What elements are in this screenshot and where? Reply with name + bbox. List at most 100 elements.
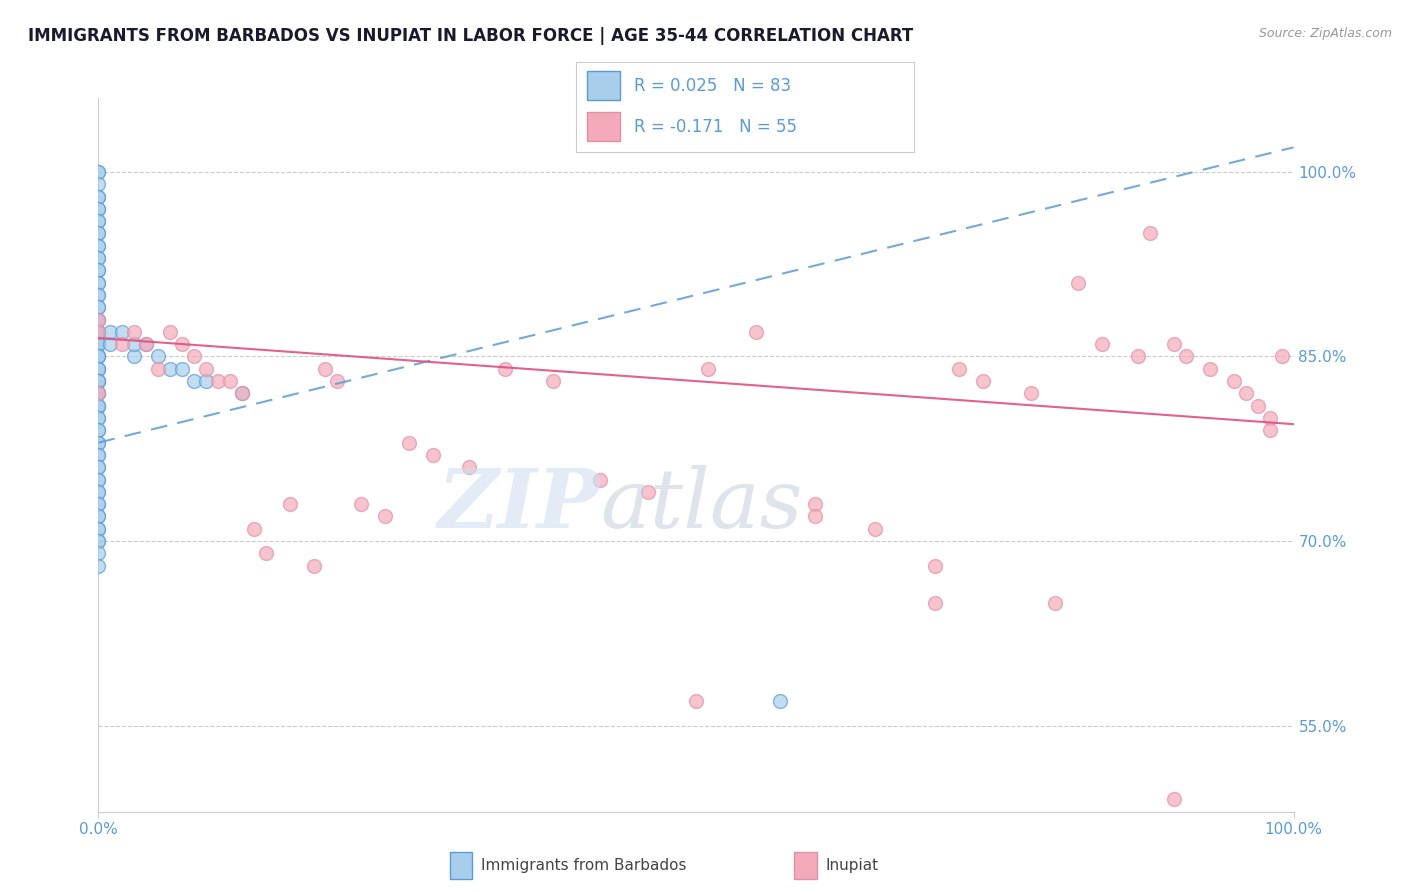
Point: [243, 522, 266, 536]
Point: [697, 361, 720, 376]
Point: [87, 374, 110, 388]
Point: [87, 374, 110, 388]
Point: [87, 288, 110, 302]
Point: [98, 325, 122, 339]
Point: [219, 374, 242, 388]
Point: [87, 300, 110, 314]
Text: R = -0.171   N = 55: R = -0.171 N = 55: [634, 118, 797, 136]
Point: [87, 263, 110, 277]
Point: [87, 386, 110, 401]
Point: [1163, 792, 1185, 806]
Point: [111, 325, 134, 339]
Point: [87, 165, 110, 179]
Point: [326, 374, 349, 388]
Point: [87, 473, 110, 487]
Point: [87, 399, 110, 413]
FancyBboxPatch shape: [586, 71, 620, 100]
Point: [1091, 337, 1114, 351]
Point: [302, 558, 325, 573]
Point: [124, 350, 146, 364]
Point: [87, 337, 110, 351]
Point: [1222, 374, 1246, 388]
Point: [87, 325, 110, 339]
Text: Inupiat: Inupiat: [825, 858, 879, 872]
Point: [637, 484, 659, 499]
Point: [804, 497, 827, 511]
Point: [87, 214, 110, 228]
Point: [863, 522, 887, 536]
Point: [1258, 423, 1281, 437]
Point: [458, 460, 481, 475]
Point: [87, 534, 110, 549]
Point: [194, 374, 218, 388]
Point: [172, 361, 194, 376]
Point: [1043, 596, 1066, 610]
Point: [87, 497, 110, 511]
Point: [1139, 227, 1161, 241]
Point: [1258, 411, 1281, 425]
Point: [87, 460, 110, 475]
Point: [87, 189, 110, 203]
Point: [422, 448, 444, 462]
Point: [87, 312, 110, 326]
Point: [87, 509, 110, 524]
Point: [194, 361, 218, 376]
Point: [1246, 399, 1268, 413]
Point: [87, 534, 110, 549]
Text: IMMIGRANTS FROM BARBADOS VS INUPIAT IN LABOR FORCE | AGE 35-44 CORRELATION CHART: IMMIGRANTS FROM BARBADOS VS INUPIAT IN L…: [28, 27, 914, 45]
Point: [87, 178, 110, 192]
Point: [124, 337, 146, 351]
Point: [231, 386, 253, 401]
Point: [159, 325, 181, 339]
Point: [1163, 337, 1185, 351]
Point: [87, 423, 110, 437]
Point: [87, 202, 110, 216]
Point: [87, 312, 110, 326]
Point: [87, 350, 110, 364]
Point: [87, 263, 110, 277]
Point: [87, 276, 110, 290]
Text: ZIP: ZIP: [437, 465, 600, 545]
Point: [87, 239, 110, 253]
Point: [87, 350, 110, 364]
Point: [350, 497, 373, 511]
Point: [98, 337, 122, 351]
Point: [254, 546, 277, 560]
Point: [1271, 350, 1294, 364]
Point: [87, 522, 110, 536]
Point: [87, 522, 110, 536]
Point: [398, 435, 420, 450]
Point: [87, 325, 110, 339]
Point: [183, 350, 205, 364]
Text: Immigrants from Barbados: Immigrants from Barbados: [481, 858, 686, 872]
Point: [87, 239, 110, 253]
Point: [87, 251, 110, 265]
Point: [87, 399, 110, 413]
Point: [1198, 361, 1220, 376]
Point: [87, 300, 110, 314]
Point: [315, 361, 337, 376]
Point: [87, 386, 110, 401]
Point: [87, 411, 110, 425]
Point: [183, 374, 205, 388]
Point: [924, 558, 946, 573]
Point: [768, 694, 790, 708]
Point: [87, 460, 110, 475]
Point: [87, 546, 110, 560]
Point: [87, 473, 110, 487]
Point: [207, 374, 229, 388]
Point: [87, 325, 110, 339]
Point: [87, 484, 110, 499]
Point: [172, 337, 194, 351]
Point: [541, 374, 564, 388]
Point: [87, 189, 110, 203]
Point: [87, 374, 110, 388]
Point: [685, 694, 707, 708]
Point: [87, 509, 110, 524]
Point: [87, 214, 110, 228]
Point: [124, 325, 146, 339]
Point: [1175, 350, 1198, 364]
Point: [148, 361, 170, 376]
Point: [87, 484, 110, 499]
FancyBboxPatch shape: [586, 112, 620, 141]
